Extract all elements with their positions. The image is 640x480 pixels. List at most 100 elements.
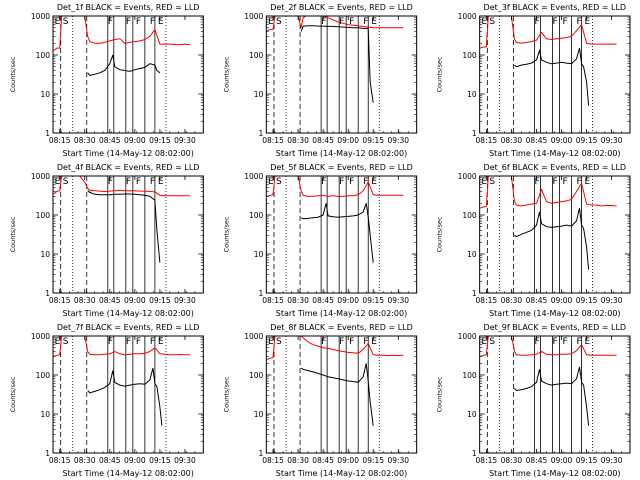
x-tick-label: 09:00	[551, 296, 573, 305]
chart-panel-1: Det_1f BLACK = Events, RED = LLD Counts/s…	[9, 3, 204, 158]
plot-frame	[265, 175, 418, 294]
x-tick-label: 08:45	[99, 296, 121, 305]
x-tick-label: 08:15	[476, 456, 498, 465]
y-tick-label: 100	[249, 371, 264, 380]
plot-frame	[52, 335, 204, 454]
region-label: F	[150, 177, 155, 187]
y-tick-label: 1000	[458, 332, 477, 341]
y-tick-label: 1	[45, 289, 50, 298]
x-tick-label: 09:30	[387, 136, 409, 145]
x-tick-label: 09:00	[551, 456, 573, 465]
series-line-red-lld	[480, 336, 617, 357]
x-tick-label: 09:30	[387, 456, 409, 465]
region-label: E	[55, 177, 61, 187]
region-label: F	[552, 177, 557, 187]
region-label: F	[363, 17, 368, 27]
y-tick-label: 1	[472, 129, 477, 138]
x-tick-label: 09:30	[601, 456, 623, 465]
y-tick-label: 10	[254, 410, 264, 419]
y-axis-label: Counts/sec	[9, 56, 17, 92]
x-axis-label: Start Time (14-May-12 08:02:00)	[276, 149, 407, 158]
series-line-red-lld	[53, 176, 190, 197]
x-tick-label: 08:45	[312, 456, 334, 465]
region-label: F	[349, 177, 354, 187]
series-line-black-events	[514, 366, 590, 426]
y-tick-label: 1000	[244, 12, 263, 21]
region-label: F	[150, 17, 155, 27]
chart-panel-2: Det_2f BLACK = Events, RED = LLD Counts/s…	[222, 3, 418, 158]
x-tick-label: 09:15	[576, 456, 598, 465]
x-tick-label: 08:30	[74, 456, 96, 465]
x-tick-label: 09:30	[174, 456, 196, 465]
x-tick-label: 08:15	[476, 136, 498, 145]
x-axis-label: Start Time (14-May-12 08:02:00)	[276, 469, 407, 478]
x-tick-label: 08:45	[99, 136, 121, 145]
chart-title: Det_8f BLACK = Events, RED = LLD	[270, 323, 413, 332]
y-tick-label: 10	[40, 250, 50, 259]
region-label: F	[339, 177, 344, 187]
region-label: F	[363, 177, 368, 187]
x-tick-label: 09:30	[601, 136, 623, 145]
plot-frame	[265, 335, 418, 454]
series-line-red-lld	[53, 336, 190, 357]
y-tick-label: 10	[467, 410, 477, 419]
region-label: F	[126, 17, 131, 27]
x-tick-label: 09:15	[362, 296, 384, 305]
y-tick-label: 10	[467, 250, 477, 259]
y-tick-label: 1	[259, 289, 264, 298]
y-tick-label: 1	[259, 129, 264, 138]
x-tick-label: 08:45	[99, 456, 121, 465]
region-label: E	[585, 337, 591, 347]
region-label: F	[577, 177, 582, 187]
chart-title: Det_9f BLACK = Events, RED = LLD	[484, 323, 627, 332]
y-tick-label: 1	[259, 449, 264, 458]
x-tick-label: 09:00	[337, 456, 359, 465]
region-label: F	[126, 337, 131, 347]
y-tick-label: 10	[254, 90, 264, 99]
region-label: F	[577, 337, 582, 347]
x-tick-label: 08:30	[287, 136, 309, 145]
region-label: E	[158, 177, 164, 187]
region-label: F	[136, 17, 141, 27]
series-line-black-events	[300, 363, 374, 426]
region-label: F	[534, 177, 539, 187]
x-tick-label: 08:15	[476, 296, 498, 305]
y-tick-label: 100	[249, 51, 264, 60]
region-label: F	[534, 337, 539, 347]
region-label: F	[150, 337, 155, 347]
y-tick-label: 10	[40, 410, 50, 419]
chart-panel-3: Det_3f BLACK = Events, RED = LLD Counts/s…	[436, 3, 631, 158]
region-label: F	[552, 337, 557, 347]
x-tick-label: 08:15	[49, 296, 71, 305]
region-label: F	[136, 337, 141, 347]
x-tick-label: 09:00	[124, 456, 146, 465]
region-label: E	[371, 337, 377, 347]
x-tick-label: 08:45	[526, 136, 548, 145]
x-tick-label: 08:45	[312, 296, 334, 305]
series-line-black-events	[514, 207, 590, 270]
series-line-black-events	[87, 190, 161, 263]
series-line-black-events	[300, 25, 374, 103]
y-tick-label: 100	[249, 211, 264, 220]
region-label: E	[268, 177, 274, 187]
region-label: E	[585, 17, 591, 27]
series-line-red-lld	[266, 16, 404, 32]
region-label: F	[577, 17, 582, 27]
x-tick-label: 08:15	[262, 296, 284, 305]
x-tick-label: 09:00	[337, 296, 359, 305]
region-label: E	[481, 177, 487, 187]
plot-frame	[479, 15, 631, 134]
region-label: S	[489, 337, 495, 347]
y-tick-label: 1000	[31, 332, 50, 341]
plot-frame	[265, 15, 418, 134]
y-tick-label: 1000	[458, 12, 477, 21]
region-label: F	[563, 337, 568, 347]
y-tick-label: 100	[462, 371, 477, 380]
x-tick-label: 09:30	[601, 296, 623, 305]
y-tick-label: 100	[462, 211, 477, 220]
chart-panel-8: Det_8f BLACK = Events, RED = LLD Counts/s…	[222, 323, 418, 478]
x-axis-label: Start Time (14-May-12 08:02:00)	[489, 149, 620, 158]
x-tick-label: 08:15	[49, 136, 71, 145]
series-line-red-lld	[266, 176, 404, 197]
